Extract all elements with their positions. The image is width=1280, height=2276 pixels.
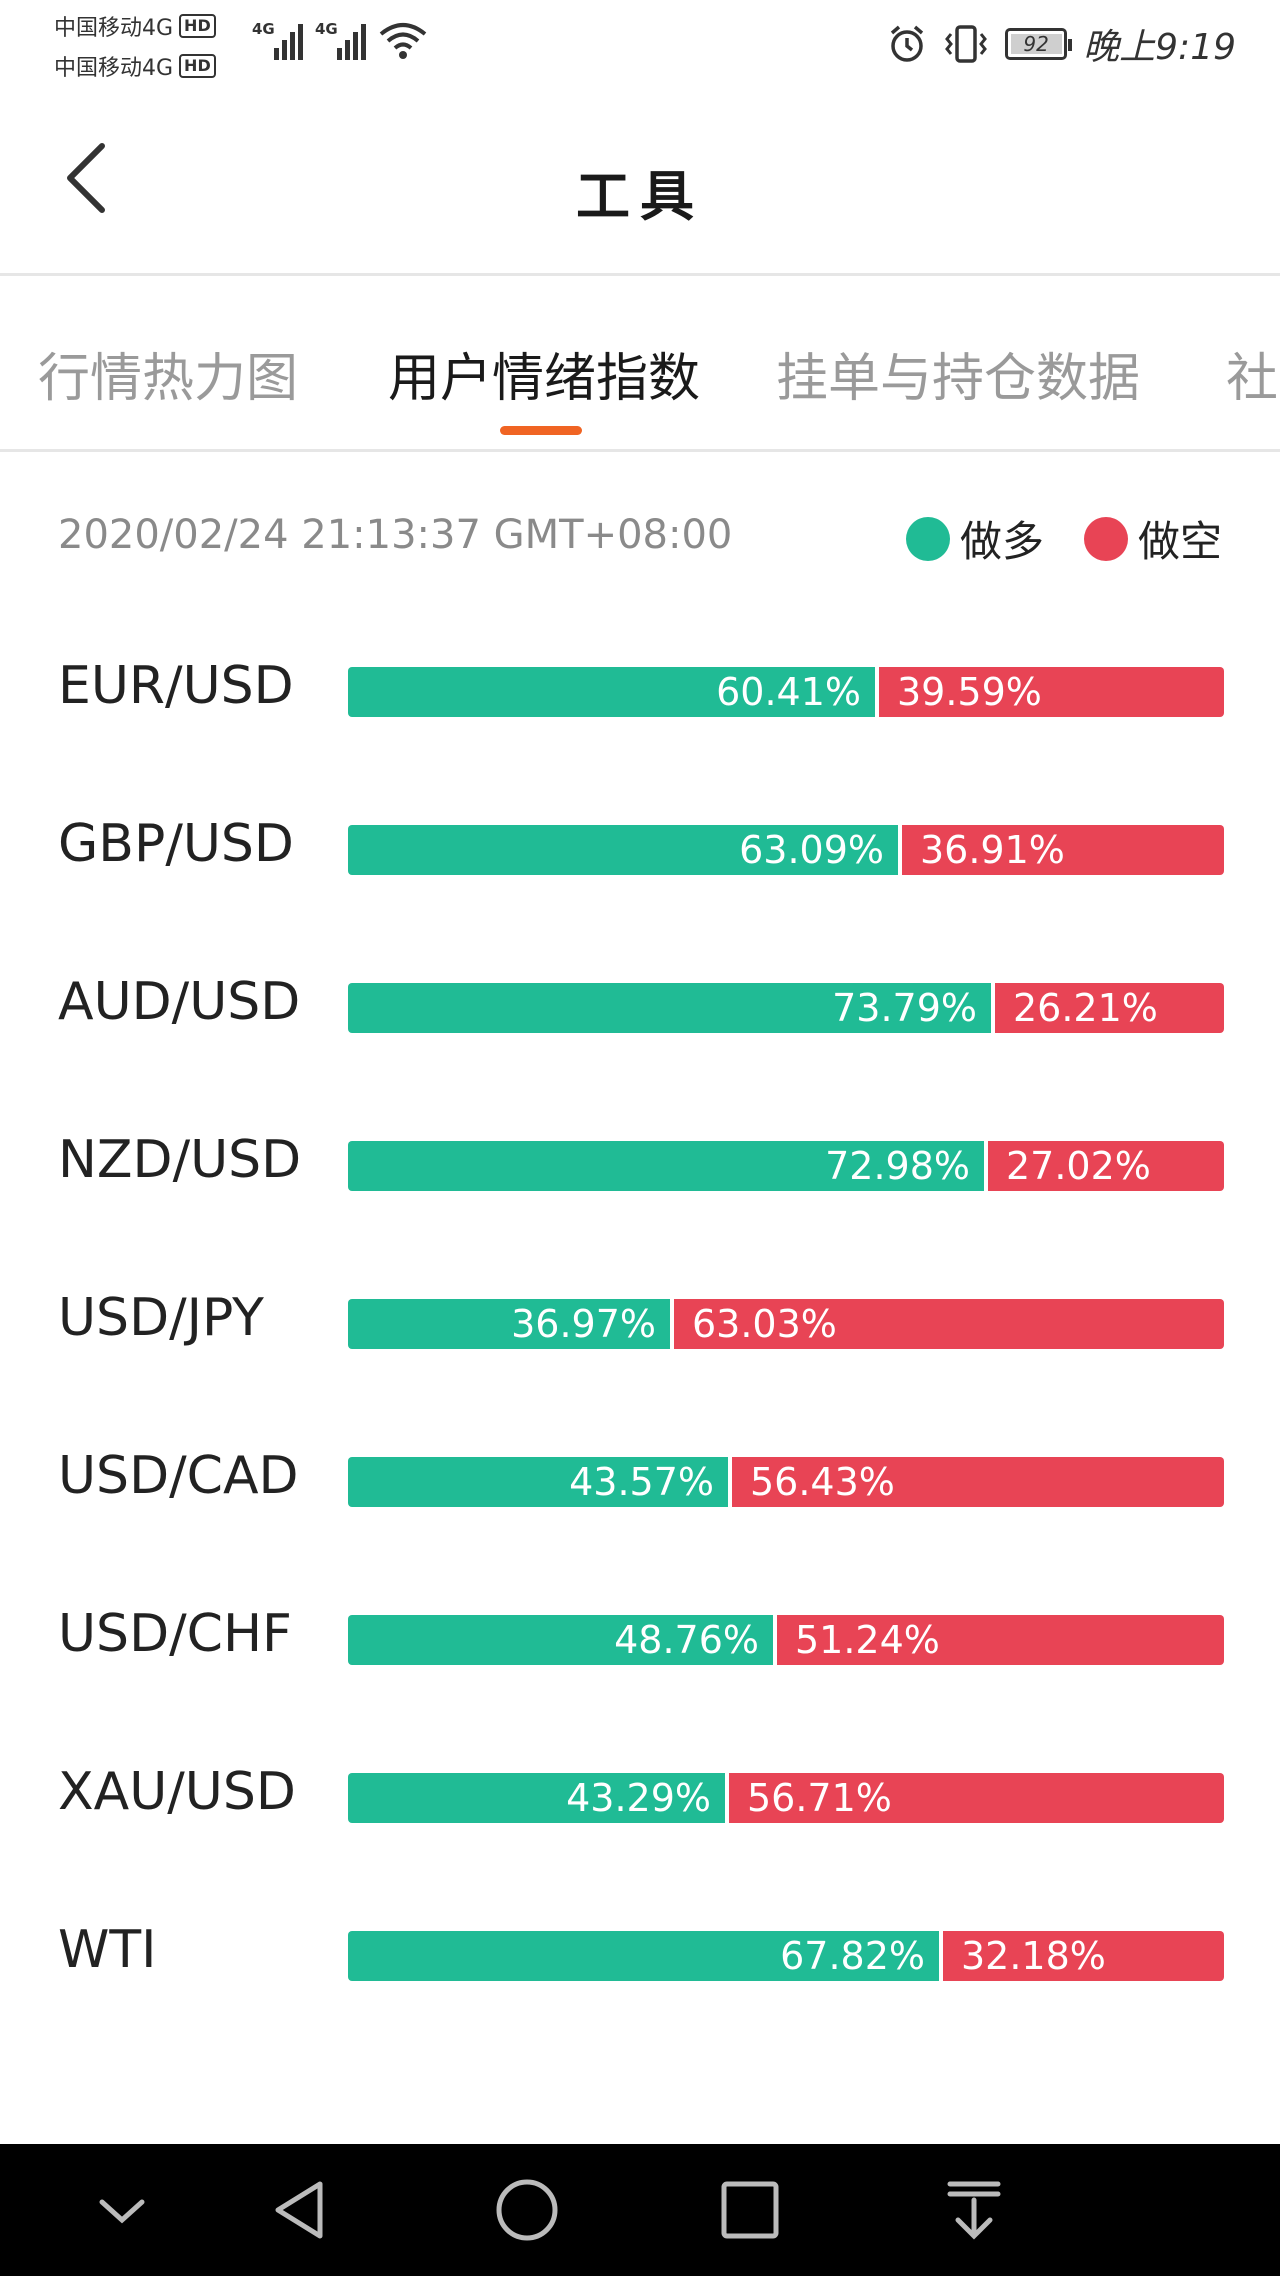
long-percentage: 67.82% bbox=[348, 1931, 939, 1981]
sentiment-row: GBP/USD 63.09% 36.91% bbox=[0, 798, 1280, 888]
carrier-1: 中国移动4G HD bbox=[54, 10, 216, 42]
sentiment-bar: 67.82% 32.18% bbox=[348, 1931, 1224, 1981]
short-percentage: 56.71% bbox=[729, 1773, 1224, 1823]
sentiment-row: NZD/USD 72.98% 27.02% bbox=[0, 1114, 1280, 1204]
long-percentage: 43.57% bbox=[348, 1457, 728, 1507]
long-percentage: 60.41% bbox=[348, 667, 875, 717]
data-timestamp: 2020/02/24 21:13:37 GMT+08:00 bbox=[58, 512, 733, 558]
sentiment-bar: 36.97% 63.03% bbox=[348, 1299, 1224, 1349]
tab-bar: 行情热力图 用户情绪指数 挂单与持仓数据 社 bbox=[0, 276, 1280, 452]
clock-time: 晚上9:19 bbox=[1083, 27, 1236, 68]
sentiment-bar: 60.41% 39.59% bbox=[348, 667, 1224, 717]
network-type-1: 4G bbox=[252, 20, 275, 38]
legend-long-label: 做多 bbox=[959, 517, 1044, 566]
sentiment-row: XAU/USD 43.29% 56.71% bbox=[0, 1746, 1280, 1836]
bar-divider bbox=[773, 1615, 777, 1665]
sentiment-bar: 43.57% 56.43% bbox=[348, 1457, 1224, 1507]
bar-divider bbox=[875, 667, 879, 717]
carrier-2: 中国移动4G HD bbox=[54, 50, 216, 82]
bar-divider bbox=[670, 1299, 674, 1349]
short-percentage: 51.24% bbox=[777, 1615, 1224, 1665]
legend-short-dot bbox=[1083, 516, 1128, 561]
sentiment-bar: 43.29% 56.71% bbox=[348, 1773, 1224, 1823]
short-percentage: 56.43% bbox=[732, 1457, 1224, 1507]
short-percentage: 39.59% bbox=[879, 667, 1224, 717]
legend: 做多 做空 bbox=[905, 508, 1222, 569]
legend-short-label: 做空 bbox=[1137, 517, 1222, 566]
battery-level: 92 bbox=[1023, 32, 1049, 56]
square-recent-icon[interactable] bbox=[710, 2170, 790, 2250]
short-percentage: 36.91% bbox=[902, 825, 1224, 875]
back-button[interactable] bbox=[60, 138, 120, 218]
pair-name: GBP/USD bbox=[58, 814, 294, 874]
signal-indicators: 4G 4G bbox=[252, 20, 428, 60]
long-percentage: 73.79% bbox=[348, 983, 991, 1033]
sentiment-row: AUD/USD 73.79% 26.21% bbox=[0, 956, 1280, 1046]
bar-divider bbox=[984, 1141, 988, 1191]
pair-name: USD/CHF bbox=[58, 1604, 292, 1664]
battery-icon: 92 bbox=[1005, 28, 1073, 60]
circle-home-icon[interactable] bbox=[487, 2170, 567, 2250]
legend-short: 做空 bbox=[1083, 508, 1222, 569]
short-percentage: 32.18% bbox=[943, 1931, 1224, 1981]
short-percentage: 27.02% bbox=[988, 1141, 1224, 1191]
legend-long: 做多 bbox=[905, 508, 1044, 569]
alarm-icon bbox=[891, 25, 924, 62]
sentiment-row: USD/CAD 43.57% 56.43% bbox=[0, 1430, 1280, 1520]
status-right: 92 晚上9:19 bbox=[887, 18, 1236, 70]
vibrate-icon bbox=[945, 25, 988, 63]
bar-divider bbox=[898, 825, 902, 875]
bar-divider bbox=[728, 1457, 732, 1507]
pull-down-icon[interactable] bbox=[934, 2170, 1014, 2250]
bar-divider bbox=[939, 1931, 943, 1981]
long-percentage: 43.29% bbox=[348, 1773, 725, 1823]
tab-community[interactable]: 社 bbox=[1226, 349, 1279, 409]
pair-name: USD/JPY bbox=[58, 1288, 264, 1348]
status-bar: 中国移动4G HD 中国移动4G HD 4G 4G bbox=[0, 0, 1280, 90]
tab-sentiment-index[interactable]: 用户情绪指数 bbox=[388, 349, 701, 409]
page-title: 工具 bbox=[576, 165, 704, 228]
short-percentage: 26.21% bbox=[995, 983, 1224, 1033]
tab-heatmap[interactable]: 行情热力图 bbox=[38, 349, 299, 409]
app-header: 工具 bbox=[0, 90, 1280, 276]
bar-divider bbox=[991, 983, 995, 1033]
wifi-icon bbox=[379, 23, 427, 59]
sentiment-bar: 73.79% 26.21% bbox=[348, 983, 1224, 1033]
pair-name: EUR/USD bbox=[58, 656, 294, 716]
long-percentage: 36.97% bbox=[348, 1299, 670, 1349]
signal-2-icon: 4G bbox=[315, 20, 366, 60]
pair-name: USD/CAD bbox=[58, 1446, 299, 1506]
carrier-2-label: 中国移动4G bbox=[54, 56, 174, 81]
long-percentage: 48.76% bbox=[348, 1615, 773, 1665]
long-percentage: 63.09% bbox=[348, 825, 898, 875]
chevron-down-icon[interactable] bbox=[82, 2170, 162, 2250]
pair-name: AUD/USD bbox=[58, 972, 301, 1032]
signal-1-icon: 4G bbox=[252, 20, 303, 60]
sentiment-row: EUR/USD 60.41% 39.59% bbox=[0, 640, 1280, 730]
tab-orders-positions[interactable]: 挂单与持仓数据 bbox=[776, 349, 1141, 409]
pair-name: NZD/USD bbox=[58, 1130, 302, 1190]
sentiment-bar: 72.98% 27.02% bbox=[348, 1141, 1224, 1191]
short-percentage: 63.03% bbox=[674, 1299, 1224, 1349]
legend-long-dot bbox=[905, 516, 950, 561]
active-tab-indicator bbox=[500, 426, 582, 435]
sentiment-row: USD/CHF 48.76% 51.24% bbox=[0, 1588, 1280, 1678]
pair-name: XAU/USD bbox=[58, 1762, 296, 1822]
sentiment-row: WTI 67.82% 32.18% bbox=[0, 1904, 1280, 1994]
triangle-back-icon[interactable] bbox=[262, 2170, 342, 2250]
long-percentage: 72.98% bbox=[348, 1141, 984, 1191]
sentiment-row: USD/JPY 36.97% 63.03% bbox=[0, 1272, 1280, 1362]
bar-divider bbox=[725, 1773, 729, 1823]
sentiment-bar: 63.09% 36.91% bbox=[348, 825, 1224, 875]
system-nav-bar bbox=[0, 2144, 1280, 2276]
sentiment-bar: 48.76% 51.24% bbox=[348, 1615, 1224, 1665]
network-type-2: 4G bbox=[315, 20, 338, 38]
pair-name: WTI bbox=[58, 1920, 157, 1980]
carrier-1-label: 中国移动4G bbox=[54, 16, 174, 41]
hd-badge-2: HD bbox=[179, 54, 216, 78]
hd-badge-1: HD bbox=[179, 14, 216, 38]
